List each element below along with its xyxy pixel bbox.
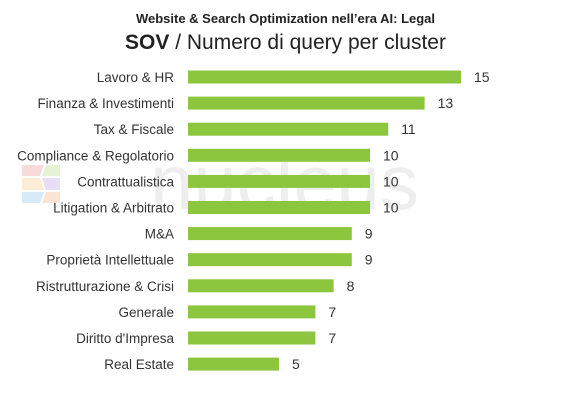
category-label: Contrattualistica: [77, 174, 174, 189]
bar: [188, 227, 352, 241]
chart-title: SOV / Numero di query per cluster: [0, 31, 571, 55]
bar-value-label: 10: [383, 173, 399, 189]
bar: [188, 122, 389, 136]
bar-value-label: 8: [347, 278, 355, 294]
bar-value-label: 10: [383, 147, 399, 163]
bar: [188, 253, 352, 267]
category-label: Litigation & Arbitrato: [53, 201, 174, 216]
category-label: Real Estate: [104, 357, 174, 372]
bar-value-label: 9: [365, 252, 373, 268]
chart-title-strong: SOV: [125, 31, 170, 54]
bar: [188, 331, 316, 345]
category-label: Proprietà Intellettuale: [46, 253, 174, 268]
bar: [188, 357, 279, 371]
bar: [188, 279, 334, 293]
bar-value-label: 15: [474, 69, 490, 85]
bar-value-label: 7: [328, 330, 336, 346]
bar: [188, 70, 461, 84]
bar: [188, 305, 316, 319]
bar-value-label: 9: [365, 226, 373, 242]
bar-value-label: 7: [328, 304, 336, 320]
watermark-logo-icon: [22, 165, 60, 203]
category-label: M&A: [145, 227, 174, 242]
chart-subtitle: Website & Search Optimization nell’era A…: [135, 11, 436, 26]
bar: [188, 148, 370, 162]
category-label: Diritto d'Impresa: [76, 331, 174, 346]
category-label: Compliance & Regolatorio: [17, 148, 174, 163]
bar-value-label: 5: [292, 356, 300, 372]
category-label: Ristrutturazione & Crisi: [36, 279, 174, 294]
bar: [188, 96, 425, 110]
category-label: Lavoro & HR: [97, 70, 175, 85]
category-label: Finanza & Investimenti: [37, 96, 174, 111]
bar-value-label: 13: [438, 95, 454, 111]
bar-value-label: 11: [401, 121, 416, 137]
bar-value-label: 10: [383, 200, 399, 216]
bar: [188, 201, 370, 214]
category-label: Generale: [118, 305, 174, 320]
bar: [188, 174, 370, 188]
category-label: Tax & Fiscale: [94, 122, 174, 137]
chart-title-rest: / Numero di query per cluster: [169, 31, 446, 54]
